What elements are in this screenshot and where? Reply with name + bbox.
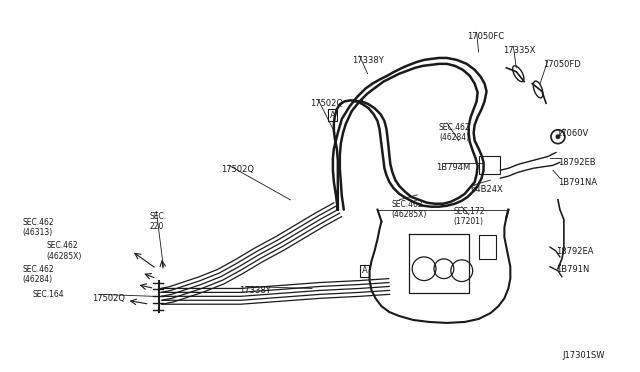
Text: SEC.462
(46284): SEC.462 (46284)	[439, 123, 470, 142]
Text: 18792EB: 18792EB	[558, 158, 596, 167]
Text: 17060V: 17060V	[556, 129, 588, 138]
Text: 17502Q: 17502Q	[310, 99, 343, 108]
Text: J17301SW: J17301SW	[563, 350, 605, 359]
Text: SEC.462
(46285X): SEC.462 (46285X)	[46, 241, 82, 260]
Text: 17502Q: 17502Q	[92, 294, 125, 303]
Text: SEC.462
(46285X): SEC.462 (46285X)	[392, 200, 427, 219]
Text: 18792EA: 18792EA	[556, 247, 593, 256]
Text: 64B24X: 64B24X	[470, 185, 504, 194]
Bar	[479, 235, 497, 259]
Text: 17338Y: 17338Y	[239, 286, 271, 295]
Text: 1B791NA: 1B791NA	[558, 178, 597, 187]
Text: 17502Q: 17502Q	[221, 165, 254, 174]
Text: SEC.462
(46313): SEC.462 (46313)	[22, 218, 54, 237]
Text: A: A	[330, 110, 336, 119]
Text: 1B791N: 1B791N	[556, 265, 589, 274]
Text: 17050FC: 17050FC	[467, 32, 504, 41]
Text: 17050FD: 17050FD	[543, 60, 580, 69]
Text: SEC.462
(46284): SEC.462 (46284)	[22, 265, 54, 284]
Text: 17335X: 17335X	[504, 46, 536, 55]
Text: SEC.172
(17201): SEC.172 (17201)	[454, 207, 485, 226]
Text: SEC.
220: SEC. 220	[150, 212, 166, 231]
Bar	[479, 157, 500, 174]
Text: SEC.164: SEC.164	[33, 291, 64, 299]
Text: 1B794M: 1B794M	[436, 163, 470, 172]
Text: A: A	[362, 266, 367, 275]
Circle shape	[556, 135, 560, 139]
Text: 17338Y: 17338Y	[352, 56, 383, 65]
